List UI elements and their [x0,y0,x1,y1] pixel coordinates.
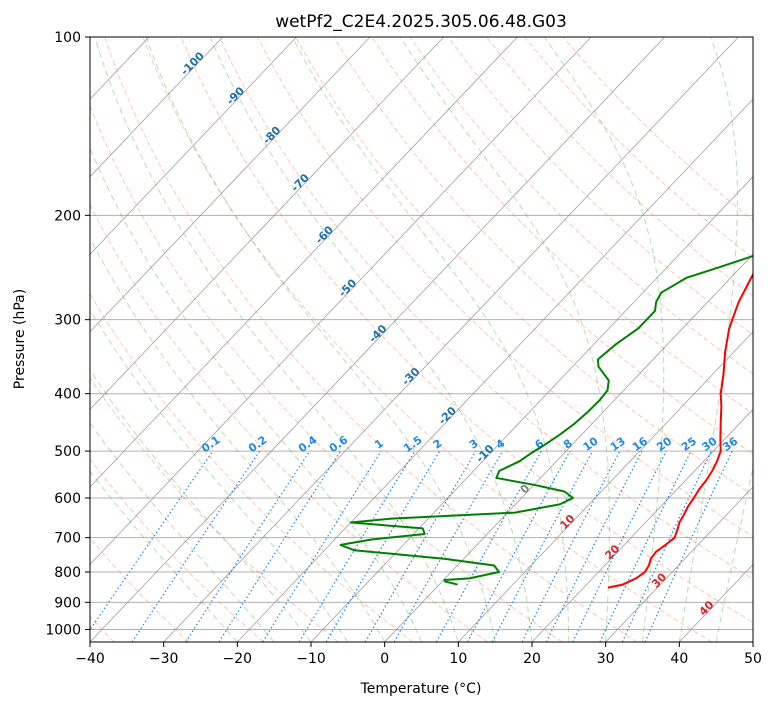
mixing-ratio-line [393,450,504,642]
isotherm-line [310,176,753,642]
moist-adiabat [291,37,570,642]
mixing-ratio-line [262,450,382,642]
isotherm-line [90,37,518,488]
x-tick-label: 10 [449,651,467,667]
mixing-ratio-line [572,450,667,642]
y-tick-label: 100 [54,30,81,46]
isotherm-line [605,486,753,642]
dry-adiabat [142,37,712,642]
temperature-profile [607,272,753,589]
y-tick-label: 800 [54,565,81,581]
isotherm-line [90,37,445,410]
dry-adiabat [180,37,753,623]
isotherm-line [384,253,753,642]
y-tick-label: 300 [54,313,81,329]
isotherm-line [237,98,753,642]
dry-adiabat [90,104,563,642]
x-tick-label: −30 [149,651,179,667]
y-axis-label: Pressure (hPa) [12,289,28,389]
isotherm-line [90,37,666,642]
y-tick-label: 200 [54,208,81,224]
x-tick-label: 0 [380,651,389,667]
dewpoint-profile [339,254,753,586]
dry-adiabat [218,37,753,580]
y-tick-label: 400 [54,387,81,403]
moist-adiabat [715,466,753,642]
dry-adiabat [90,292,414,642]
chart-title: wetPf2_C2E4.2025.305.06.48.G03 [275,12,567,32]
x-tick-label: −40 [75,651,105,667]
dry-adiabat [104,37,638,642]
mixing-ratio-lines [90,450,733,642]
dry-adiabat [90,458,264,642]
isotherm-line [458,331,753,642]
x-tick-label: 30 [597,651,615,667]
isotherm-line [90,37,297,255]
mixing-ratio-line [545,450,643,642]
y-tick-label: 500 [54,444,81,460]
y-tick-label: 900 [54,595,81,611]
y-tick-label: 600 [54,491,81,507]
isotherm-line [90,37,592,566]
x-tick-label: 50 [744,651,762,667]
profile-series [339,254,753,589]
mixing-ratio-line [466,450,571,642]
dry-adiabat [256,37,753,538]
mixing-ratio-line [298,450,416,642]
plot-frame [89,36,754,643]
moist-adiabat [90,369,312,642]
moist-adiabat [209,37,533,642]
dry-adiabat [371,37,753,415]
moist-adiabat [90,237,386,642]
x-tick-label: −20 [223,651,253,667]
x-tick-label: 20 [523,651,541,667]
dry-adiabat [447,37,753,336]
y-tick-label: 700 [54,531,81,547]
mixing-ratio-line [644,450,733,642]
moist-adiabat [145,37,496,642]
x-tick-label: −10 [296,651,326,667]
x-axis-label: Temperature (°C) [360,681,482,697]
moist-adiabat [90,470,238,642]
y-tick-label: 1000 [45,622,81,638]
moist-adiabat [90,308,349,642]
moist-adiabat [90,147,422,642]
dry-adiabat [90,203,488,642]
moist-adiabat [678,37,738,642]
moist-adiabat [90,422,275,642]
dry-adiabat [90,537,190,642]
mixing-ratio-line [131,450,261,642]
mixing-ratio-line [185,450,311,642]
isotherm-line [531,408,753,642]
mixing-ratio-line [90,450,214,631]
x-tick-label: 40 [670,651,688,667]
moist-adiabat [94,37,459,642]
dry-adiabat [295,37,753,496]
moist-adiabat [399,37,610,642]
dry-adiabat [486,37,753,297]
x-axis: −40 −30 −20 −10 0 10 20 30 40 50 [75,642,762,667]
moist-adiabat-lines [90,37,753,642]
isotherm-line [163,37,739,642]
y-axis: 100 200 300 400 500 600 700 800 900 1000 [45,30,90,638]
mixing-ratio-line [218,450,342,642]
moist-adiabat [543,37,665,642]
isotherm-line [90,37,371,333]
isotherm-lines [90,37,753,642]
isotherm-line [90,37,224,178]
